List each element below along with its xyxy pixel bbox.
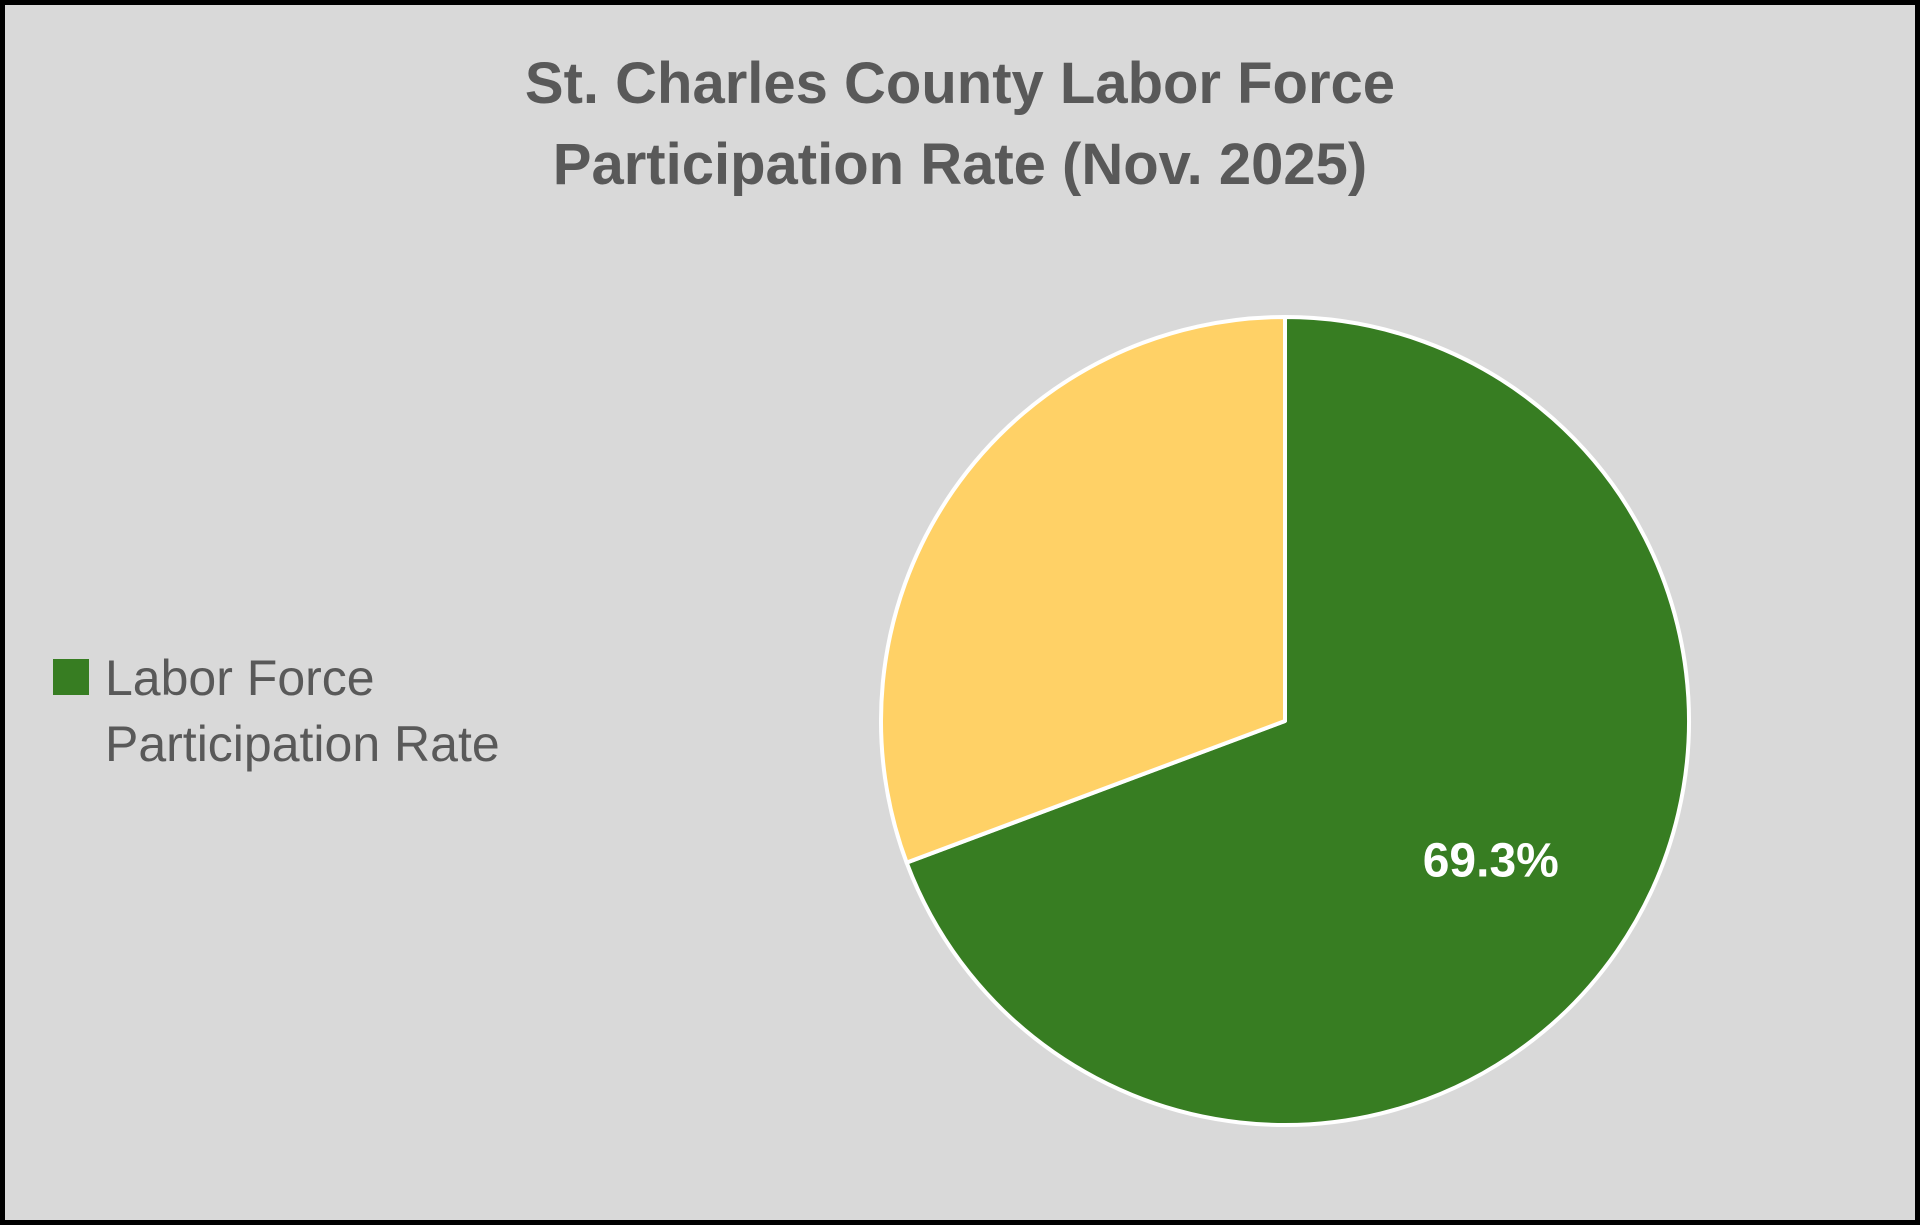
pie-data-label-labor-force-participation-rate: 69.3% bbox=[1423, 834, 1559, 887]
legend-swatch-labor-force bbox=[53, 659, 89, 695]
chart-title-line-1: St. Charles County Labor Force bbox=[524, 51, 1396, 116]
chart-title: St. Charles County Labor Force Participa… bbox=[5, 43, 1915, 205]
pie-slice-remainder bbox=[879, 315, 1287, 865]
pie-slice-labor-force-participation-rate bbox=[904, 315, 1691, 1127]
pie-chart-svg: 69.3% bbox=[879, 315, 1691, 1127]
pie-chart: 69.3% bbox=[871, 307, 1699, 1135]
legend-label-labor-force: Labor Force Participation Rate bbox=[105, 650, 500, 772]
chart-title-line-2: Participation Rate (Nov. 2025) bbox=[552, 132, 1368, 198]
legend: Labor Force Participation Rate bbox=[53, 645, 545, 777]
